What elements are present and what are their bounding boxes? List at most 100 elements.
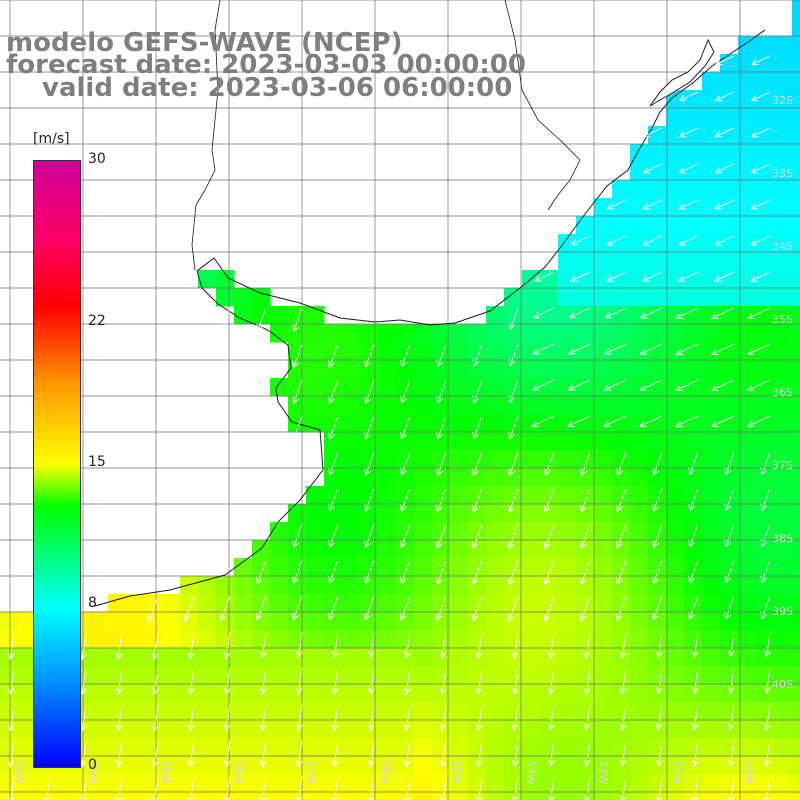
wind-speed-cell: [720, 108, 739, 127]
wind-arrow: [115, 667, 123, 695]
wind-speed-cell: [720, 360, 739, 379]
wind-speed-cell: [774, 198, 793, 217]
wind-speed-cell: [468, 576, 487, 595]
wind-arrow: [439, 667, 447, 695]
wind-speed-cell: [738, 792, 757, 800]
wind-speed-cell: [540, 540, 559, 559]
wind-arrow: [292, 343, 303, 368]
wind-speed-cell: [648, 756, 667, 775]
latitude-label: 39S: [772, 605, 793, 618]
wind-speed-cell: [720, 234, 739, 253]
wind-speed-cell: [576, 684, 595, 703]
wind-arrow: [760, 559, 771, 583]
wind-speed-cell: [414, 702, 433, 721]
wind-arrow: [691, 667, 699, 694]
wind-speed-cell: [666, 504, 685, 523]
wind-arrow: [655, 739, 663, 767]
wind-speed-cell: [414, 648, 433, 667]
wind-arrow: [727, 739, 735, 767]
wind-speed-cell: [792, 126, 800, 145]
wind-speed-cell: [738, 522, 757, 541]
wind-speed-cell: [594, 324, 613, 343]
wind-speed-cell: [774, 36, 793, 55]
wind-arrow: [747, 415, 771, 427]
wind-speed-cell: [216, 648, 235, 667]
wind-speed-cell: [486, 522, 505, 541]
wind-speed-cell: [558, 234, 577, 253]
wind-speed-cell: [630, 684, 649, 703]
wind-arrow: [472, 343, 483, 367]
wind-speed-cell: [18, 774, 37, 793]
wind-arrow: [747, 379, 771, 391]
wind-arrow: [655, 667, 663, 695]
wind-speed-cell: [324, 612, 343, 631]
wind-speed-cell: [630, 306, 649, 325]
wind-arrow: [223, 631, 231, 659]
wind-speed-cell: [504, 468, 523, 487]
wind-speed-cell: [684, 486, 703, 505]
wind-arrow: [652, 487, 663, 512]
wind-speed-cell: [468, 612, 487, 631]
wind-speed-cell: [612, 774, 631, 793]
wind-speed-cell: [666, 288, 685, 307]
wind-speed-cell: [684, 234, 703, 253]
wind-speed-cell: [252, 612, 271, 631]
wind-speed-cell: [774, 342, 793, 361]
wind-speed-cell: [234, 630, 253, 649]
wind-speed-cell: [252, 792, 271, 800]
wind-speed-cell: [756, 360, 775, 379]
wind-speed-cell: [342, 432, 361, 451]
wind-speed-cell: [324, 324, 343, 343]
wind-speed-cell: [702, 612, 721, 631]
wind-arrow: [760, 451, 771, 476]
wind-speed-cell: [684, 702, 703, 721]
wind-speed-cell: [576, 558, 595, 577]
wind-arrow: [616, 451, 627, 476]
wind-arrow: [547, 703, 555, 731]
wind-speed-cell: [486, 324, 505, 343]
wind-speed-cell: [756, 486, 775, 505]
wind-speed-cell: [792, 738, 800, 757]
wind-speed-cell: [396, 504, 415, 523]
wind-speed-cell: [648, 378, 667, 397]
wind-speed-cell: [522, 702, 541, 721]
wind-speed-cell: [324, 396, 343, 415]
wind-speed-cell: [612, 522, 631, 541]
wind-speed-cell: [684, 450, 703, 469]
wind-speed-cell: [432, 450, 451, 469]
wind-speed-cell: [360, 504, 379, 523]
wind-speed-cell: [378, 774, 397, 793]
wind-speed-cell: [702, 792, 721, 800]
wind-speed-cell: [288, 720, 307, 739]
wind-arrow: [750, 163, 771, 174]
latitude-labels: 32S 33S 34S 35S 36S 37S 38S 39S 40S: [772, 94, 793, 691]
wind-speed-cell: [522, 540, 541, 559]
wind-speed-cell: [756, 216, 775, 235]
wind-speed-cell: [792, 54, 800, 73]
wind-speed-cell: [522, 612, 541, 631]
wind-speed-cell: [324, 342, 343, 361]
border-outline: [191, 0, 221, 271]
wind-speed-cell: [108, 630, 127, 649]
wind-speed-cell: [234, 558, 253, 577]
wind-speed-cell: [306, 630, 325, 649]
wind-speed-cell: [540, 414, 559, 433]
wind-arrow: [714, 271, 735, 282]
wind-speed-cell: [270, 540, 289, 559]
wind-arrow: [642, 163, 663, 174]
wind-arrow: [151, 703, 159, 731]
wind-speed-cell: [612, 306, 631, 325]
wind-speed-cell: [792, 252, 800, 271]
wind-arrow: [151, 667, 159, 695]
wind-speed-cell: [720, 324, 739, 343]
wind-speed-cell: [450, 612, 469, 631]
wind-arrow: [115, 703, 123, 731]
wind-speed-cell: [126, 648, 145, 667]
wind-speed-cell: [738, 432, 757, 451]
wind-speed-cell: [738, 288, 757, 307]
wind-speed-cell: [324, 774, 343, 793]
wind-speed-cell: [684, 396, 703, 415]
wind-speed-cell: [720, 144, 739, 163]
wind-speed-cell: [306, 558, 325, 577]
wind-speed-cell: [396, 486, 415, 505]
